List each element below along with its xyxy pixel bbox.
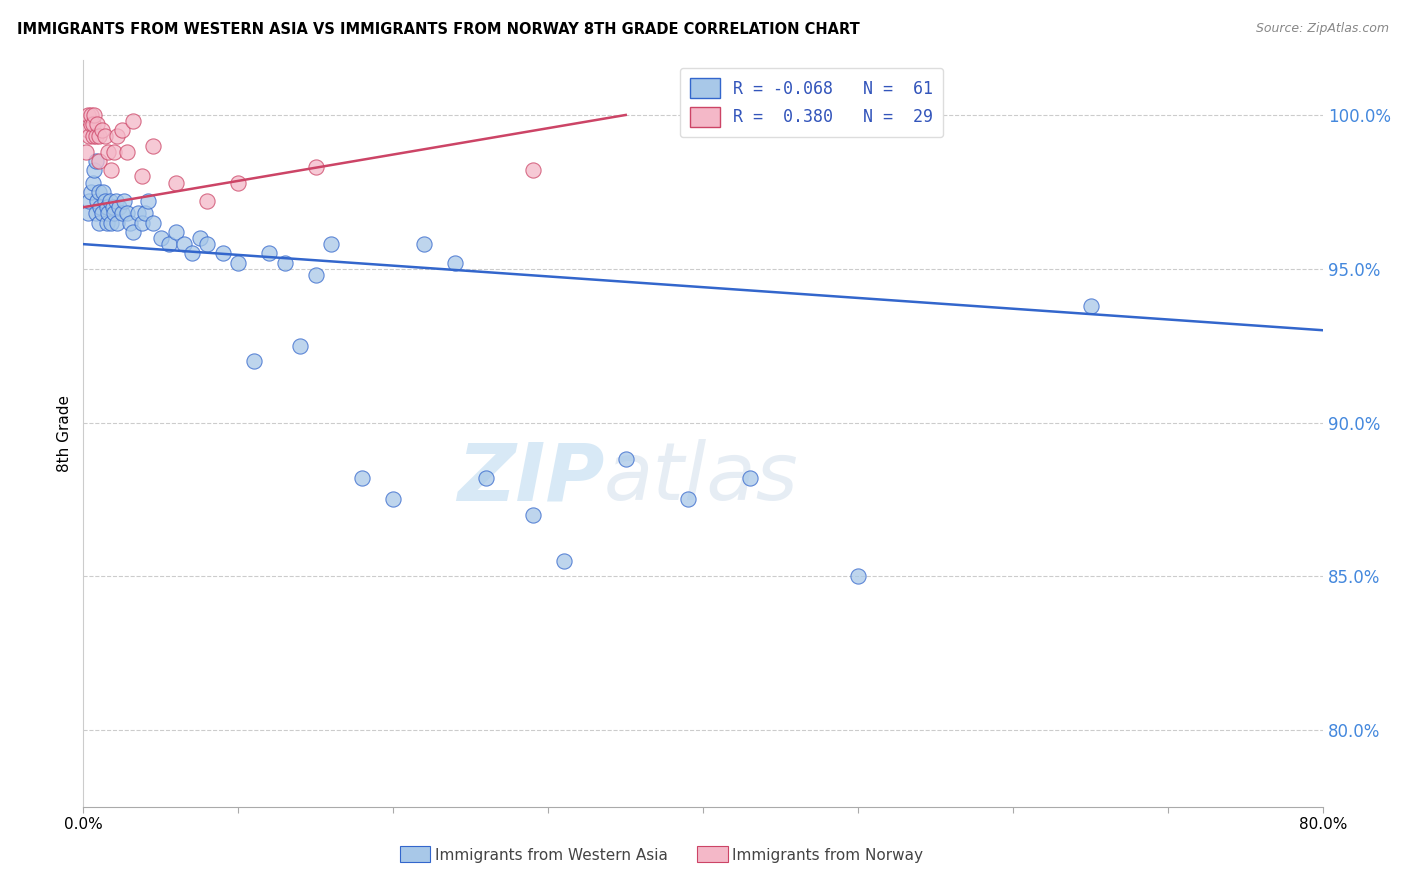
Point [80, 117, 103, 131]
Point [103, 206, 125, 220]
Point [89, 200, 111, 214]
Point [111, 206, 134, 220]
Point [522, 163, 544, 178]
Point [157, 237, 180, 252]
Y-axis label: 8th Grade: 8th Grade [58, 395, 72, 472]
Point [108, 200, 131, 214]
Point [79, 129, 101, 144]
Point [382, 492, 405, 507]
Point [846, 569, 869, 583]
Point [115, 206, 138, 220]
Point [122, 225, 145, 239]
Point [165, 225, 187, 239]
Legend: R = -0.068   N =  61, R =  0.380   N =  29: R = -0.068 N = 61, R = 0.380 N = 29 [679, 68, 943, 137]
Point [75, 145, 97, 159]
Point [413, 237, 436, 252]
Point [242, 354, 264, 368]
Point [112, 194, 135, 208]
Point [142, 216, 165, 230]
Point [553, 554, 575, 568]
Point [83, 108, 105, 122]
Point [96, 216, 118, 230]
Point [180, 246, 202, 260]
Point [195, 237, 218, 252]
Point [84, 154, 107, 169]
Text: Source: ZipAtlas.com: Source: ZipAtlas.com [1256, 22, 1389, 36]
Point [77, 206, 100, 220]
Point [614, 452, 637, 467]
Point [87, 216, 110, 230]
Point [87, 129, 110, 144]
Point [211, 246, 233, 260]
Point [290, 338, 312, 352]
Point [104, 194, 127, 208]
Point [352, 471, 374, 485]
Point [321, 237, 343, 252]
Point [134, 206, 156, 220]
Point [173, 237, 195, 252]
Text: atlas: atlas [605, 439, 799, 517]
Point [103, 145, 125, 159]
Point [676, 492, 699, 507]
Point [115, 145, 138, 159]
Point [142, 138, 165, 153]
Point [111, 123, 134, 137]
Point [96, 200, 118, 214]
Point [82, 129, 104, 144]
Text: ZIP: ZIP [457, 439, 605, 517]
Point [98, 194, 121, 208]
Point [84, 129, 107, 144]
Point [83, 163, 105, 178]
Point [122, 114, 145, 128]
Point [274, 255, 297, 269]
Point [79, 194, 101, 208]
Point [82, 176, 104, 190]
Point [305, 268, 328, 282]
Point [80, 185, 103, 199]
Point [77, 108, 100, 122]
Point [87, 185, 110, 199]
Point [127, 206, 149, 220]
Point [149, 231, 172, 245]
Point [165, 176, 187, 190]
Point [131, 169, 153, 184]
Point [94, 194, 117, 208]
Point [100, 163, 122, 178]
Point [84, 206, 107, 220]
Point [131, 216, 153, 230]
Point [77, 123, 100, 137]
Point [188, 231, 211, 245]
Point [105, 216, 128, 230]
Text: Immigrants from Norway: Immigrants from Norway [733, 847, 924, 863]
Point [522, 508, 544, 522]
Point [475, 471, 498, 485]
Text: IMMIGRANTS FROM WESTERN ASIA VS IMMIGRANTS FROM NORWAY 8TH GRADE CORRELATION CHA: IMMIGRANTS FROM WESTERN ASIA VS IMMIGRAN… [17, 22, 859, 37]
Point [86, 194, 108, 208]
Point [90, 123, 112, 137]
Point [226, 255, 249, 269]
Point [1080, 299, 1102, 313]
Point [87, 154, 110, 169]
Point [259, 246, 281, 260]
Point [94, 129, 117, 144]
Point [118, 216, 141, 230]
Point [305, 160, 328, 174]
Point [97, 145, 120, 159]
Point [97, 206, 120, 220]
Point [80, 108, 103, 122]
Point [100, 216, 122, 230]
Point [105, 129, 128, 144]
Point [86, 117, 108, 131]
Point [101, 200, 124, 214]
Point [226, 176, 249, 190]
Point [738, 471, 761, 485]
Point [82, 117, 104, 131]
Point [93, 185, 115, 199]
Point [444, 255, 467, 269]
Point [90, 206, 112, 220]
Text: Immigrants from Western Asia: Immigrants from Western Asia [434, 847, 668, 863]
Point [195, 194, 218, 208]
Point [138, 194, 160, 208]
